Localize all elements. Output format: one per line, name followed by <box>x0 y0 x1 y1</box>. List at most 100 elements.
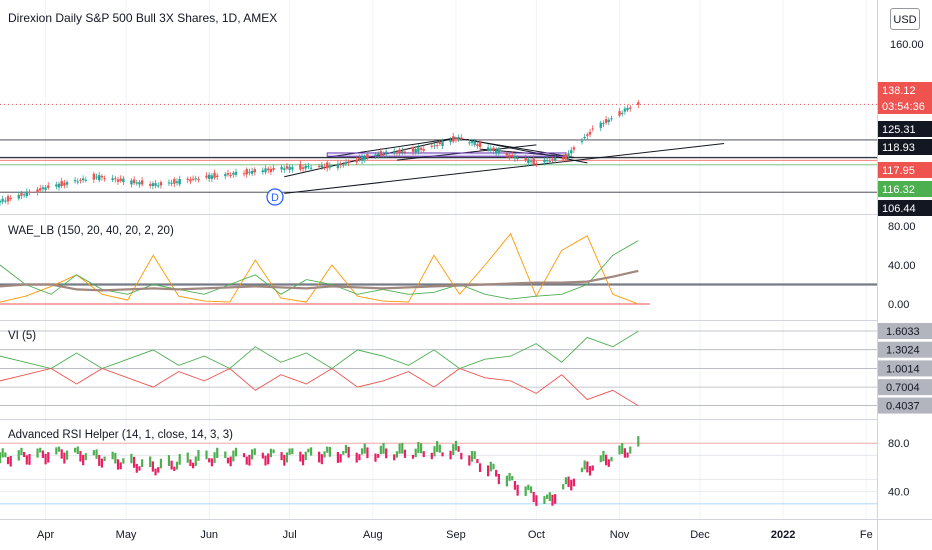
candle[interactable] <box>430 142 433 149</box>
price-tag[interactable]: 138.12 <box>878 82 932 98</box>
candle[interactable] <box>307 162 310 170</box>
candle[interactable] <box>401 147 404 155</box>
candle[interactable] <box>4 197 7 204</box>
candle[interactable] <box>513 153 517 162</box>
candle[interactable] <box>57 181 61 191</box>
candle[interactable] <box>454 137 458 143</box>
candle[interactable] <box>470 138 474 147</box>
candle[interactable] <box>135 179 138 186</box>
dividend-marker[interactable]: D <box>266 188 284 206</box>
candle[interactable] <box>419 145 423 154</box>
candle[interactable] <box>167 179 171 186</box>
candle[interactable] <box>159 180 163 189</box>
candle[interactable] <box>457 134 460 142</box>
candle[interactable] <box>285 162 289 171</box>
candle[interactable] <box>591 125 594 132</box>
candle[interactable] <box>250 167 254 177</box>
candle[interactable] <box>9 195 12 202</box>
candle[interactable] <box>100 173 104 181</box>
candle[interactable] <box>395 149 399 156</box>
candle[interactable] <box>210 172 214 183</box>
candle[interactable] <box>336 160 340 171</box>
candle[interactable] <box>55 181 58 190</box>
candle[interactable] <box>570 147 573 157</box>
price-pane[interactable] <box>0 100 877 206</box>
candle[interactable] <box>567 150 570 160</box>
candle[interactable] <box>178 175 181 187</box>
candle[interactable] <box>623 106 627 115</box>
candle[interactable] <box>197 176 200 183</box>
candle[interactable] <box>626 104 629 113</box>
candle[interactable] <box>84 176 88 183</box>
candle[interactable] <box>586 132 589 140</box>
candle[interactable] <box>73 176 77 184</box>
candle[interactable] <box>363 154 366 163</box>
candle[interactable] <box>497 146 501 156</box>
vi-tag[interactable]: 0.7004 <box>878 379 932 396</box>
trend-line[interactable] <box>327 137 457 158</box>
time-axis[interactable]: Apr May Jun Jul Aug Sep Oct Nov Dec 2022 Fe <box>37 529 873 541</box>
candle[interactable] <box>213 169 216 180</box>
candle[interactable] <box>79 178 82 184</box>
candle[interactable] <box>47 182 50 190</box>
candle[interactable] <box>122 175 125 186</box>
vi-tag[interactable]: 0.4037 <box>878 397 932 414</box>
candle[interactable] <box>92 171 96 183</box>
candle[interactable] <box>339 161 342 169</box>
candle[interactable] <box>245 167 248 178</box>
candle[interactable] <box>505 151 509 159</box>
candle[interactable] <box>317 163 321 170</box>
candle[interactable] <box>248 168 251 176</box>
candle[interactable] <box>111 174 114 182</box>
wae-pane[interactable] <box>0 232 877 305</box>
range-box[interactable] <box>326 152 567 157</box>
candle[interactable] <box>441 138 444 150</box>
vi-tag[interactable]: 1.3024 <box>878 341 932 358</box>
candle[interactable] <box>63 179 66 189</box>
candle[interactable] <box>191 175 195 182</box>
candle[interactable] <box>422 146 425 154</box>
candle[interactable] <box>393 147 396 156</box>
candle[interactable] <box>414 145 417 155</box>
candle[interactable] <box>604 115 608 125</box>
candle[interactable] <box>564 151 568 163</box>
candle[interactable] <box>347 159 350 166</box>
candle[interactable] <box>379 147 383 158</box>
candle[interactable] <box>535 161 538 167</box>
candle[interactable] <box>637 100 640 109</box>
vi-pane[interactable] <box>0 330 877 407</box>
price-tag[interactable]: 118.93 <box>878 139 932 155</box>
candle[interactable] <box>508 151 511 161</box>
candle[interactable] <box>529 158 533 165</box>
candle[interactable] <box>403 148 407 155</box>
price-axis[interactable]: 160.00 138.12 03:54:36 125.31 118.93 117.95 11… <box>878 0 932 519</box>
candle[interactable] <box>283 165 286 173</box>
rsi-pane[interactable] <box>0 436 877 506</box>
candle[interactable] <box>170 179 173 187</box>
candle[interactable] <box>186 176 189 184</box>
candle[interactable] <box>452 132 455 144</box>
candle[interactable] <box>433 143 436 149</box>
candle[interactable] <box>360 154 364 165</box>
candle[interactable] <box>44 185 47 194</box>
candle[interactable] <box>548 158 552 165</box>
candle[interactable] <box>607 117 611 126</box>
candle[interactable] <box>116 176 120 185</box>
candle[interactable] <box>76 178 79 185</box>
candle[interactable] <box>358 154 361 162</box>
candle[interactable] <box>175 178 179 186</box>
candle[interactable] <box>224 171 227 180</box>
candle[interactable] <box>1 195 4 205</box>
candle[interactable] <box>553 155 557 163</box>
candle[interactable] <box>618 107 621 118</box>
candle[interactable] <box>460 134 463 142</box>
price-tag[interactable]: 116.32 <box>878 181 932 197</box>
candle[interactable] <box>189 176 192 185</box>
candle[interactable] <box>229 172 232 178</box>
candle[interactable] <box>602 120 605 128</box>
candle[interactable] <box>288 164 291 174</box>
trend-line[interactable] <box>284 137 457 178</box>
candle[interactable] <box>545 156 549 163</box>
candle[interactable] <box>299 160 302 172</box>
vi-tag[interactable]: 1.0014 <box>878 360 932 377</box>
